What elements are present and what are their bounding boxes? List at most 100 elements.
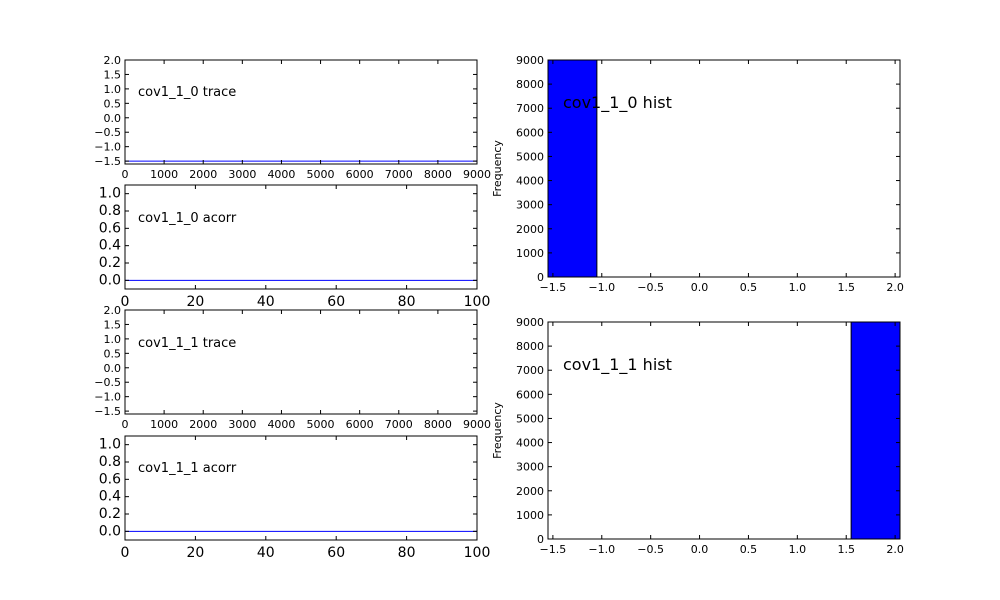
x-tick-label: 1.5 [837, 543, 855, 556]
y-tick-label: 1.0 [104, 83, 122, 96]
x-tick-label: −0.5 [637, 281, 664, 294]
y-tick-label: 1.0 [99, 186, 121, 202]
y-tick-label: 0 [537, 533, 544, 546]
x-tick-label: 0.0 [691, 281, 709, 294]
x-tick-label: 1.0 [789, 543, 807, 556]
y-tick-label: −1.0 [94, 391, 121, 404]
y-tick-label: 1.0 [104, 333, 122, 346]
axes-frame [547, 321, 901, 540]
y-axis-label: Frequency [491, 140, 504, 197]
x-tick-label: 7000 [385, 418, 413, 431]
panel-hist-cov1-1-0: −1.5 −1.0 −0.5 0.0 0.5 1.0 1.5 2.0 0 1000 2000 3000… [491, 54, 904, 294]
y-tick-label: 4000 [516, 437, 544, 450]
x-tick-label: −0.5 [637, 543, 664, 556]
y-tick-label: 5000 [516, 150, 544, 163]
x-tick-label: 6000 [346, 168, 374, 181]
y-tick-label: 7000 [516, 364, 544, 377]
x-tick-label: 4000 [267, 168, 295, 181]
axes-frame [124, 435, 478, 541]
panel-acorr-cov1-1-0: 0 20 40 60 80 100 0.00.20.4 0.60.81.0 cov1_1_0 a… [99, 184, 491, 310]
x-tick-label: 0.0 [691, 543, 709, 556]
y-tick-label: 6000 [516, 388, 544, 401]
y-tick-label: 6000 [516, 126, 544, 139]
panel-trace-cov1-1-1: 0 1000 2000 3000 4000 5000 6000 7000 8000 9000 −1.… [94, 304, 491, 431]
y-tick-label: 0.6 [99, 471, 121, 487]
panel-title: cov1_1_0 acorr [138, 211, 237, 226]
x-tick-label: −1.5 [540, 543, 567, 556]
x-tick-label: 0.5 [740, 543, 758, 556]
x-tick-label: 8000 [424, 168, 452, 181]
x-tick-label: 2000 [189, 418, 217, 431]
y-tick-label: 8000 [516, 340, 544, 353]
x-tick-label: 1000 [150, 168, 178, 181]
x-tick-label: 0 [122, 418, 129, 431]
panel-title: cov1_1_1 trace [138, 336, 236, 351]
axes-frame [124, 59, 478, 165]
x-tick-label: −1.0 [588, 543, 615, 556]
x-tick-label: 6000 [346, 418, 374, 431]
y-tick-label: 1.0 [99, 437, 121, 453]
panel-title: cov1_1_1 hist [563, 355, 672, 375]
x-tick-label: 0 [121, 294, 130, 310]
y-tick-label: 0.8 [99, 203, 121, 219]
y-tick-label: 0.0 [99, 272, 121, 288]
x-tick-label: 2.0 [886, 281, 904, 294]
y-tick-label: 3000 [516, 461, 544, 474]
panel-title: cov1_1_0 trace [138, 85, 236, 100]
y-tick-label: 0.5 [104, 97, 122, 110]
histogram-bar [547, 59, 598, 278]
x-tick-label: 80 [398, 294, 416, 310]
y-tick-label: 9000 [516, 316, 544, 329]
y-tick-label: 0.5 [104, 347, 122, 360]
histogram-bar [850, 321, 901, 540]
y-tick-label: 0.2 [99, 506, 121, 522]
x-tick-label: 3000 [228, 418, 256, 431]
x-tick-label: 5000 [307, 168, 335, 181]
y-tick-label: 0.4 [99, 489, 121, 505]
x-tick-label: 60 [327, 294, 345, 310]
y-tick-label: 0.2 [99, 255, 121, 271]
x-tick-label: 1.0 [789, 281, 807, 294]
x-tick-label: 8000 [424, 418, 452, 431]
y-tick-label: 1000 [516, 247, 544, 260]
y-tick-label: 4000 [516, 175, 544, 188]
y-tick-label: 8000 [516, 78, 544, 91]
y-tick-label: 3000 [516, 199, 544, 212]
panel-acorr-cov1-1-1: 0 20 40 60 80 100 0.00.20.4 0.60.81.0 cov1_1_1 a… [99, 435, 491, 561]
y-tick-label: 0.0 [104, 112, 122, 125]
x-tick-label: 20 [186, 545, 204, 561]
x-tick-label: 100 [464, 294, 491, 310]
x-tick-label: 0 [121, 545, 130, 561]
x-tick-label: 3000 [228, 168, 256, 181]
y-tick-label: 5000 [516, 412, 544, 425]
y-axis-label: Frequency [491, 402, 504, 459]
y-tick-label: 2000 [516, 223, 544, 236]
y-tick-label: −0.5 [94, 376, 121, 389]
x-tick-label: 0.5 [740, 281, 758, 294]
y-tick-label: 0 [537, 271, 544, 284]
y-tick-label: 1.5 [104, 318, 122, 331]
y-tick-label: 0.0 [99, 523, 121, 539]
x-tick-label: 60 [327, 545, 345, 561]
x-tick-label: 1.5 [837, 281, 855, 294]
axes-frame [124, 309, 478, 415]
x-tick-label: 9000 [463, 168, 491, 181]
x-tick-label: 100 [464, 545, 491, 561]
x-tick-label: −1.0 [588, 281, 615, 294]
x-tick-label: 40 [257, 294, 275, 310]
panel-title: cov1_1_0 hist [563, 93, 672, 113]
y-tick-label: −1.5 [94, 405, 121, 418]
panel-hist-cov1-1-1: −1.5 −1.0 −0.5 0.0 0.5 1.0 1.5 2.0 0 1000 2000 3000… [491, 316, 904, 556]
y-tick-label: 1.5 [104, 68, 122, 81]
x-tick-label: 0 [122, 168, 129, 181]
x-tick-label: 20 [186, 294, 204, 310]
x-tick-label: −1.5 [540, 281, 567, 294]
y-tick-label: 0.8 [99, 454, 121, 470]
panel-trace-cov1-1-0: 0 1000 2000 3000 4000 5000 6000 7000 8000 9000 −1.… [94, 54, 491, 181]
y-tick-label: 2000 [516, 485, 544, 498]
y-tick-label: 2.0 [104, 304, 122, 317]
y-tick-label: −1.5 [94, 155, 121, 168]
x-tick-label: 2000 [189, 168, 217, 181]
x-tick-label: 9000 [463, 418, 491, 431]
